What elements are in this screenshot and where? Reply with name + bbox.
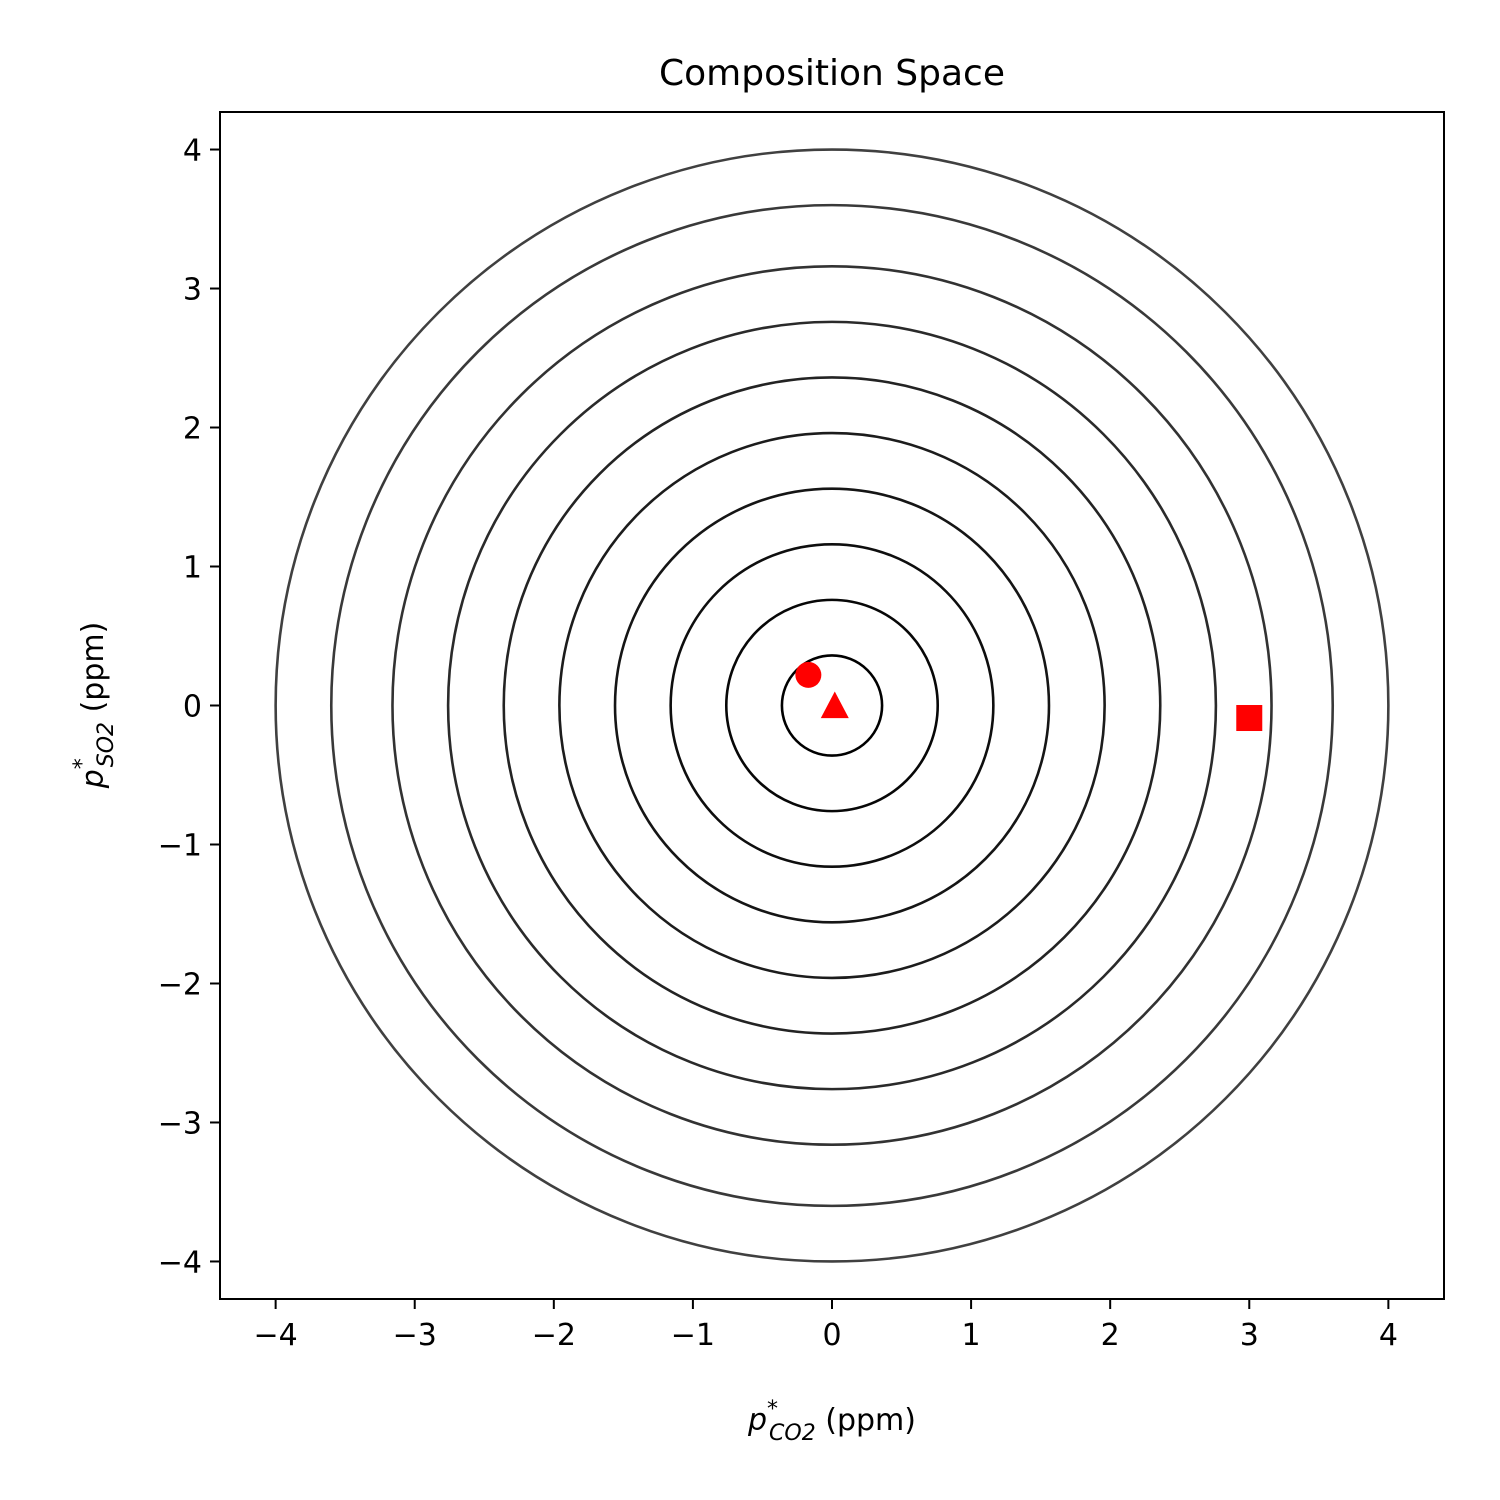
x-tick-label: −2	[532, 1318, 576, 1353]
x-tick-label: −3	[393, 1318, 437, 1353]
y-axis-label-sub: SO2	[94, 722, 119, 767]
contour-ring	[669, 542, 995, 869]
x-axis-label-sub: CO2	[769, 1421, 816, 1446]
x-tick-label: 2	[1101, 1318, 1120, 1353]
square-marker	[1236, 705, 1263, 732]
x-tick-label: −4	[254, 1318, 298, 1353]
x-tick-label: 4	[1379, 1318, 1398, 1353]
x-tick-label: 3	[1240, 1318, 1259, 1353]
x-axis-label-unit: (ppm)	[816, 1403, 916, 1438]
contour-layer	[274, 148, 1390, 1263]
triangle-marker	[820, 691, 849, 719]
contour-ring	[502, 376, 1162, 1035]
x-axis-ticks: −4 −3 −2 −1 0 1 2 3 4	[254, 1299, 1398, 1353]
x-axis-label-base: p	[747, 1403, 767, 1438]
y-tick-label: 4	[183, 134, 202, 169]
y-tick-label: −3	[158, 1106, 202, 1141]
y-tick-label: −1	[158, 828, 202, 863]
y-tick-label: 1	[183, 551, 202, 586]
y-tick-label: 2	[183, 412, 202, 447]
x-axis-label-sup: *	[767, 1397, 778, 1422]
y-axis-ticks: −4 −3 −2 −1 0 1 2 3 4	[158, 134, 220, 1280]
contour-ring	[780, 654, 884, 757]
x-tick-label: 1	[962, 1318, 981, 1353]
y-axis-label-base: p	[76, 769, 111, 789]
contour-ring	[446, 320, 1218, 1091]
chart-title: Composition Space	[659, 53, 1005, 94]
y-axis-label-sup: *	[70, 758, 95, 769]
contour-ring	[329, 203, 1335, 1208]
x-axis-label: p* CO2 (ppm)	[747, 1397, 916, 1446]
y-tick-label: 3	[183, 273, 202, 308]
x-tick-label: −1	[671, 1318, 715, 1353]
y-axis-label-unit: (ppm)	[76, 622, 111, 722]
marker-layer	[795, 661, 1263, 732]
y-tick-label: −4	[158, 1245, 202, 1280]
contour-ring	[391, 264, 1273, 1147]
y-tick-label: 0	[183, 690, 202, 725]
y-tick-label: −2	[158, 967, 202, 1002]
contour-ring	[613, 487, 1051, 924]
y-axis-label: p*SO2 (ppm)	[70, 622, 119, 790]
y-axis-label-group: p*SO2 (ppm)	[70, 622, 119, 790]
contour-ring	[558, 431, 1106, 980]
contour-ring	[724, 598, 940, 813]
circle-marker	[795, 661, 822, 688]
x-tick-label: 0	[822, 1318, 841, 1353]
contour-ring	[274, 148, 1390, 1263]
